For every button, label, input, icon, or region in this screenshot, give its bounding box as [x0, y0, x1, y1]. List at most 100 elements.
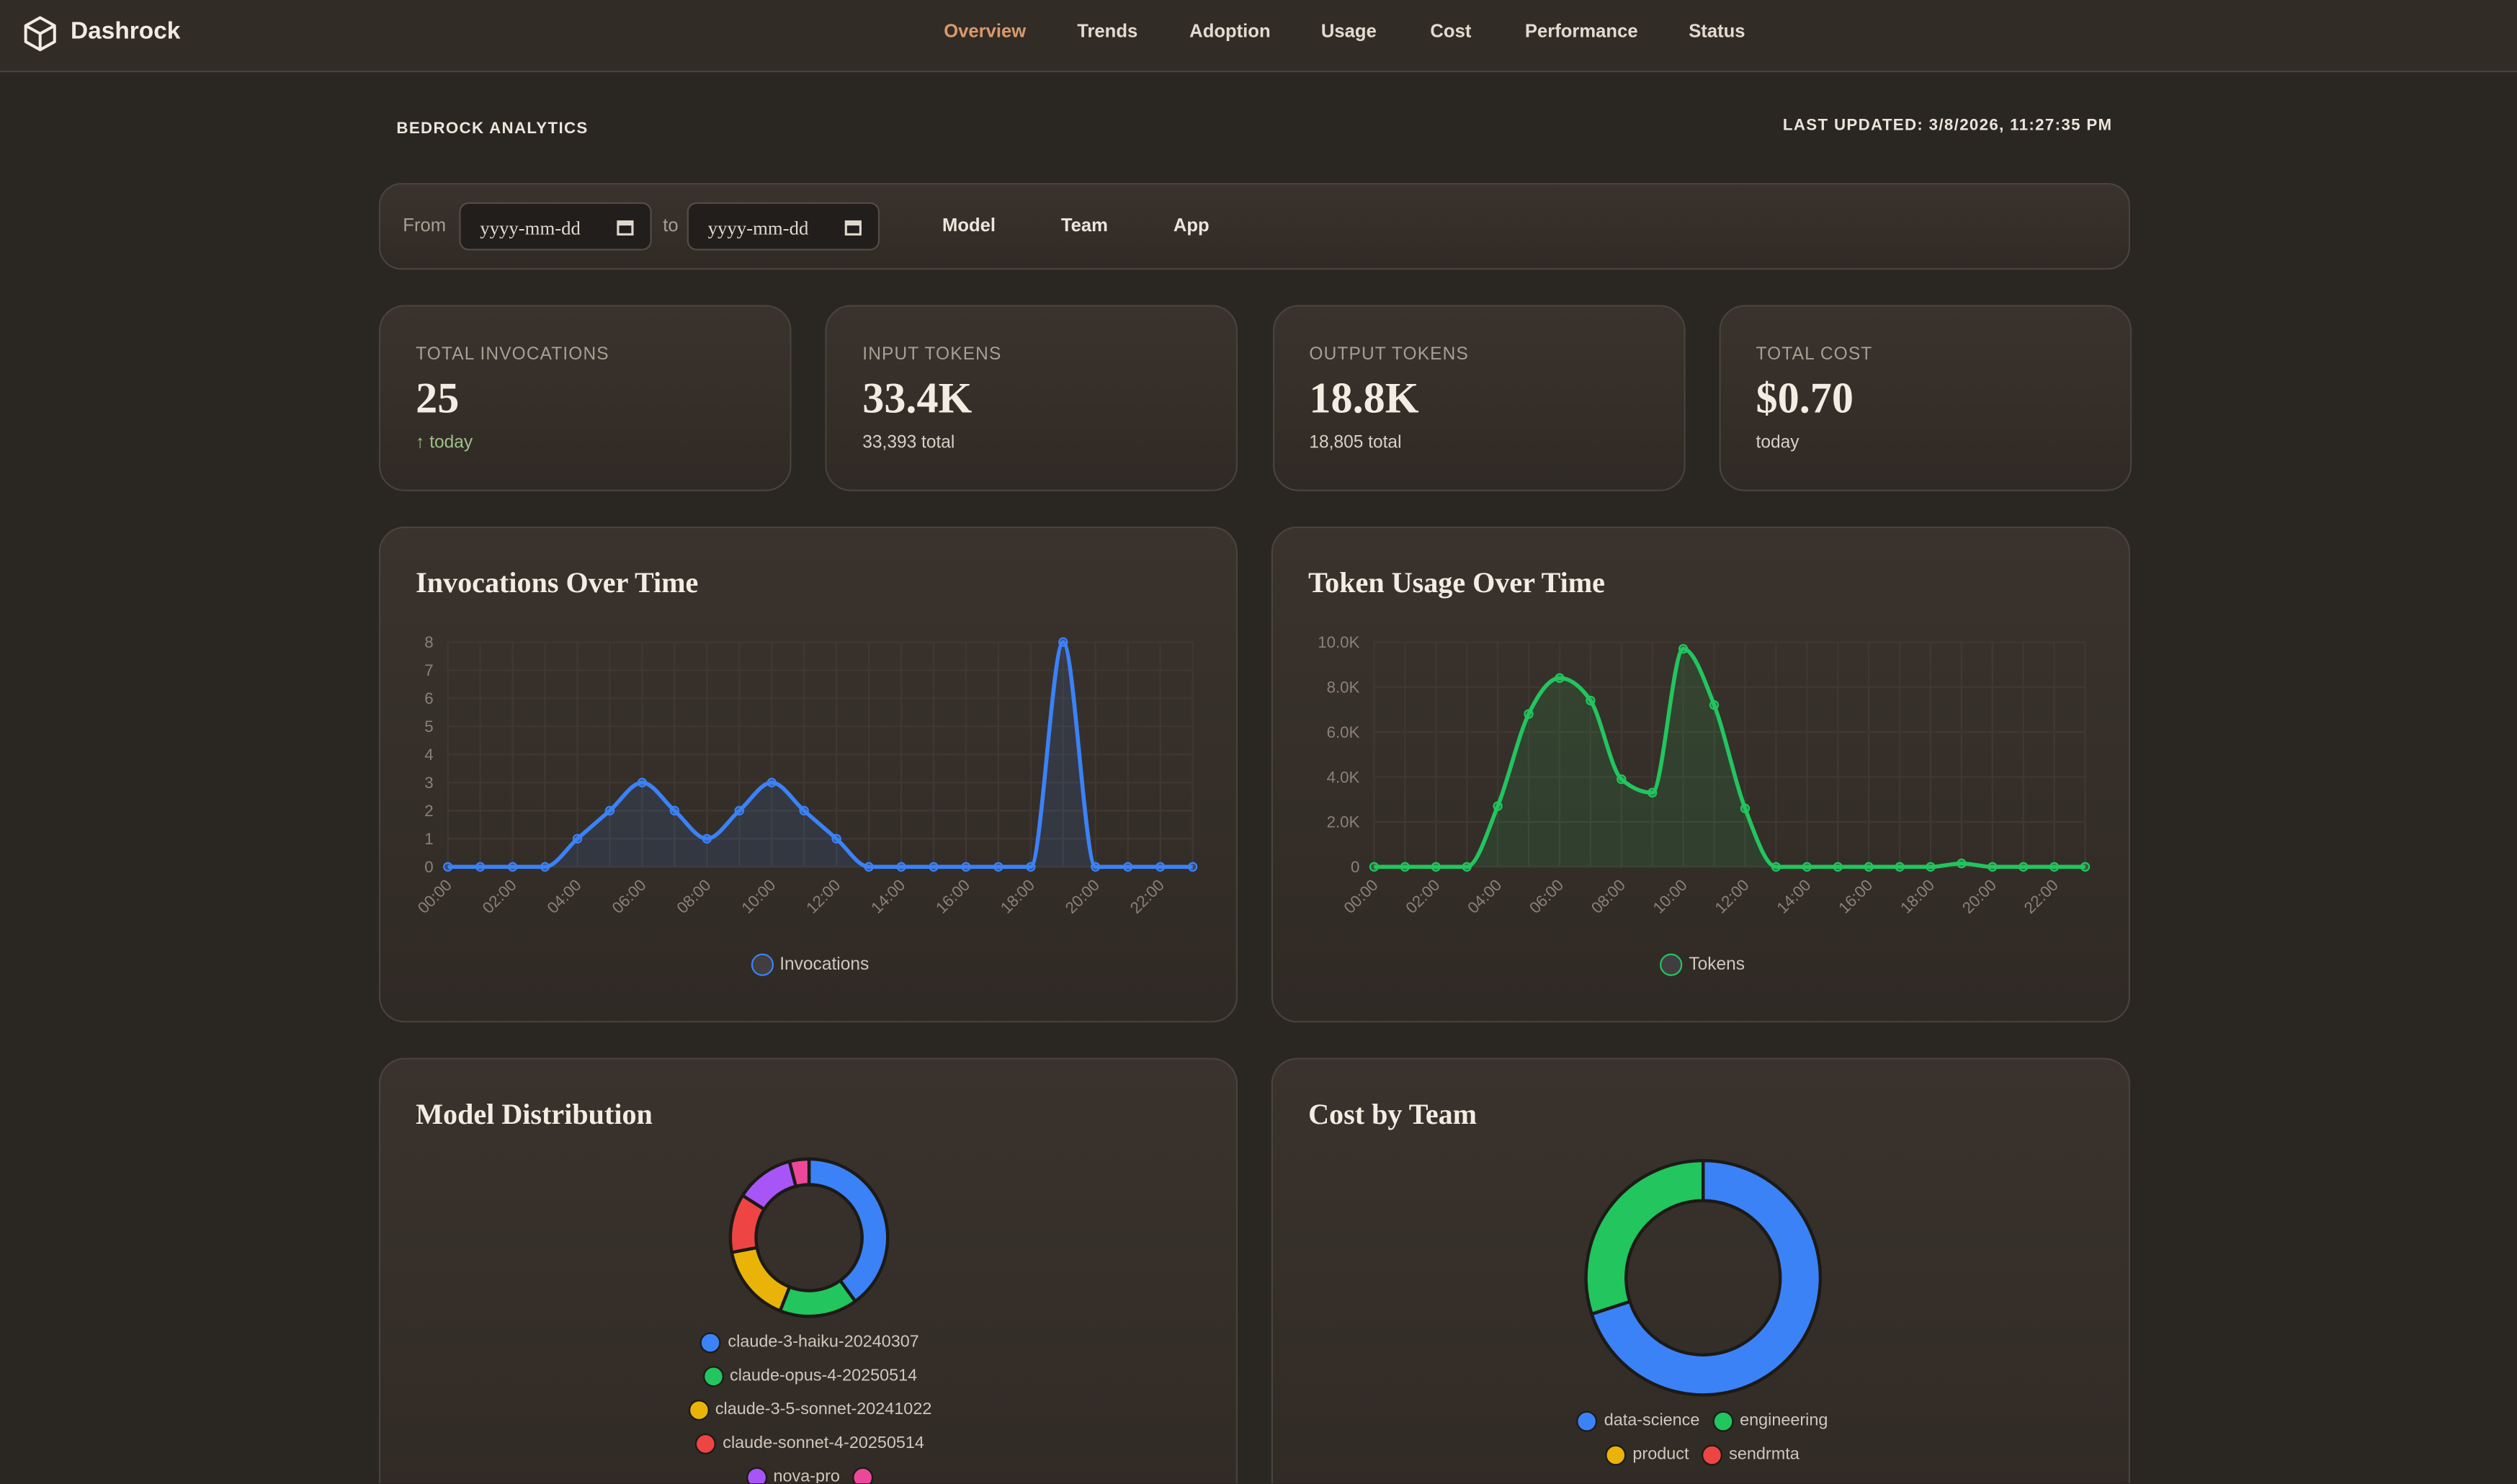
nav-link[interactable]: Status [1689, 22, 1745, 42]
chart-card: Token Usage Over Time 0 2.0K 4.0K 6.0K 8.0K 10… [1271, 526, 2132, 1023]
donut-slice [787, 1157, 811, 1189]
top-nav: Dashrock Overview Trends Adoption Usage … [0, 0, 2517, 73]
data-point [475, 862, 486, 872]
last-updated: LAST UPDATED: 3/8/2026, 11:27:35 PM [1782, 117, 2113, 135]
date-input[interactable]: yyyy-mm-dd [687, 202, 880, 251]
stat-label: TOTAL INVOCATIONS [416, 345, 609, 365]
legend-swatch [700, 1331, 722, 1353]
stat-label: OUTPUT TOKENS [1309, 345, 1469, 365]
data-point [507, 862, 518, 872]
filter-button[interactable]: Team [1060, 216, 1108, 236]
legend: Tokens [1273, 950, 2132, 979]
data-point [1926, 862, 1936, 872]
x-tick-label: 20:00 [1062, 876, 1103, 917]
nav-link[interactable]: Usage [1320, 22, 1377, 42]
donut-slice [777, 1278, 858, 1318]
placeholder: yyyy-mm-dd [480, 216, 581, 240]
stat-card: OUTPUT TOKENS 18.8K 18,805 total [1272, 305, 1685, 491]
line-chart: 0 2.0K 4.0K 6.0K 8.0K 10.0K 00:00 02:00 04:00 06:… [1318, 633, 2091, 917]
legend-label: claude-opus-4-20250514 [730, 1366, 918, 1386]
data-point [1091, 862, 1101, 872]
legend: data-science engineering product sendrmta [1534, 1406, 1871, 1469]
legend-label: product [1632, 1444, 1689, 1465]
x-tick-label: 08:00 [1588, 876, 1629, 917]
page-title: BEDROCK ANALYTICS [396, 120, 589, 138]
legend-swatch [852, 1466, 874, 1483]
data-point [1462, 862, 1472, 872]
brand[interactable]: Dashrock [71, 17, 181, 45]
nav-link[interactable]: Performance [1524, 22, 1638, 42]
data-point [1493, 801, 1503, 811]
data-point [702, 833, 712, 844]
y-tick-label: 7 [424, 661, 433, 679]
legend-swatch [1712, 1410, 1734, 1431]
data-point [1957, 858, 1967, 869]
x-tick-label: 20:00 [1959, 876, 2000, 917]
chart-card: Invocations Over Time 0 1 2 3 4 5 6 7 8 00:00 02:00… [378, 526, 1238, 1023]
y-tick-label: 8 [424, 633, 433, 651]
x-tick-label: 14:00 [867, 876, 908, 917]
chart-card: Cost by Team data-science engineering produ… [1271, 1058, 2130, 1483]
data-point [1555, 673, 1565, 683]
legend-swatch [687, 1398, 709, 1420]
data-point [637, 777, 648, 787]
data-point [2080, 862, 2091, 872]
stat-note: ↑ today [416, 433, 473, 453]
data-point [1123, 862, 1133, 872]
data-point [2018, 862, 2029, 872]
x-tick-label: 12:00 [1712, 876, 1753, 917]
x-tick-label: 08:00 [673, 876, 714, 917]
y-tick-label: 4.0K [1327, 768, 1360, 786]
data-point [766, 777, 777, 787]
data-point [572, 833, 583, 844]
data-point [961, 862, 971, 872]
stat-label: TOTAL COST [1756, 345, 1873, 365]
stat-card: INPUT TOKENS 33.4K 33,393 total [826, 305, 1238, 491]
filter-button[interactable]: App [1173, 216, 1210, 236]
legend-item: Tokens [1660, 950, 1745, 979]
donut-slice [1589, 1158, 1823, 1397]
nav-link[interactable]: Cost [1430, 22, 1472, 42]
legend-label: claude-3-5-sonnet-20241022 [715, 1400, 932, 1419]
stat-value: 25 [416, 374, 460, 423]
filter-bar: From yyyy-mm-dd to yyyy-mm-dd Model Team… [378, 183, 2130, 270]
nav-link[interactable]: Adoption [1189, 22, 1271, 42]
stat-card: TOTAL COST $0.70 today [1719, 305, 2132, 491]
nav-link[interactable]: Overview [944, 22, 1027, 42]
stat-note: 33,393 total [862, 433, 955, 453]
data-point [864, 862, 874, 872]
from-label: From [403, 216, 447, 236]
legend-label: nova-pro [773, 1467, 840, 1483]
stat-value: 33.4K [862, 374, 973, 423]
x-tick-label: 14:00 [1773, 876, 1814, 917]
data-point [1678, 644, 1689, 654]
data-point [1369, 862, 1380, 872]
data-point [604, 805, 615, 815]
legend-label: Invocations [779, 955, 869, 975]
stat-note: today [1756, 433, 1800, 453]
chart-title: Model Distribution [416, 1098, 653, 1130]
legend-swatch [702, 1365, 724, 1387]
x-tick-label: 18:00 [997, 876, 1038, 917]
date-input[interactable]: yyyy-mm-dd [459, 202, 652, 251]
to-label: to [663, 216, 679, 236]
series-line [1374, 646, 2085, 870]
x-tick-label: 02:00 [479, 876, 520, 917]
chart-title: Token Usage Over Time [1308, 566, 1606, 599]
data-point [1771, 862, 1781, 872]
legend-item: product [1605, 1440, 1689, 1469]
y-tick-label: 1 [424, 830, 433, 848]
filter-button[interactable]: Model [942, 216, 996, 236]
chart-title: Invocations Over Time [416, 566, 699, 599]
chart-card: Model Distribution claude-3-haiku-2024030… [378, 1058, 1238, 1483]
legend-swatch [695, 1432, 717, 1454]
y-tick-label: 3 [424, 774, 433, 792]
legend-label: claude-3-haiku-20240307 [728, 1332, 919, 1352]
calendar-icon [617, 220, 634, 236]
stat-note: 18,805 total [1309, 433, 1402, 453]
x-tick-label: 16:00 [1835, 876, 1876, 917]
calendar-icon [844, 220, 862, 236]
nav-link[interactable]: Trends [1077, 22, 1138, 42]
